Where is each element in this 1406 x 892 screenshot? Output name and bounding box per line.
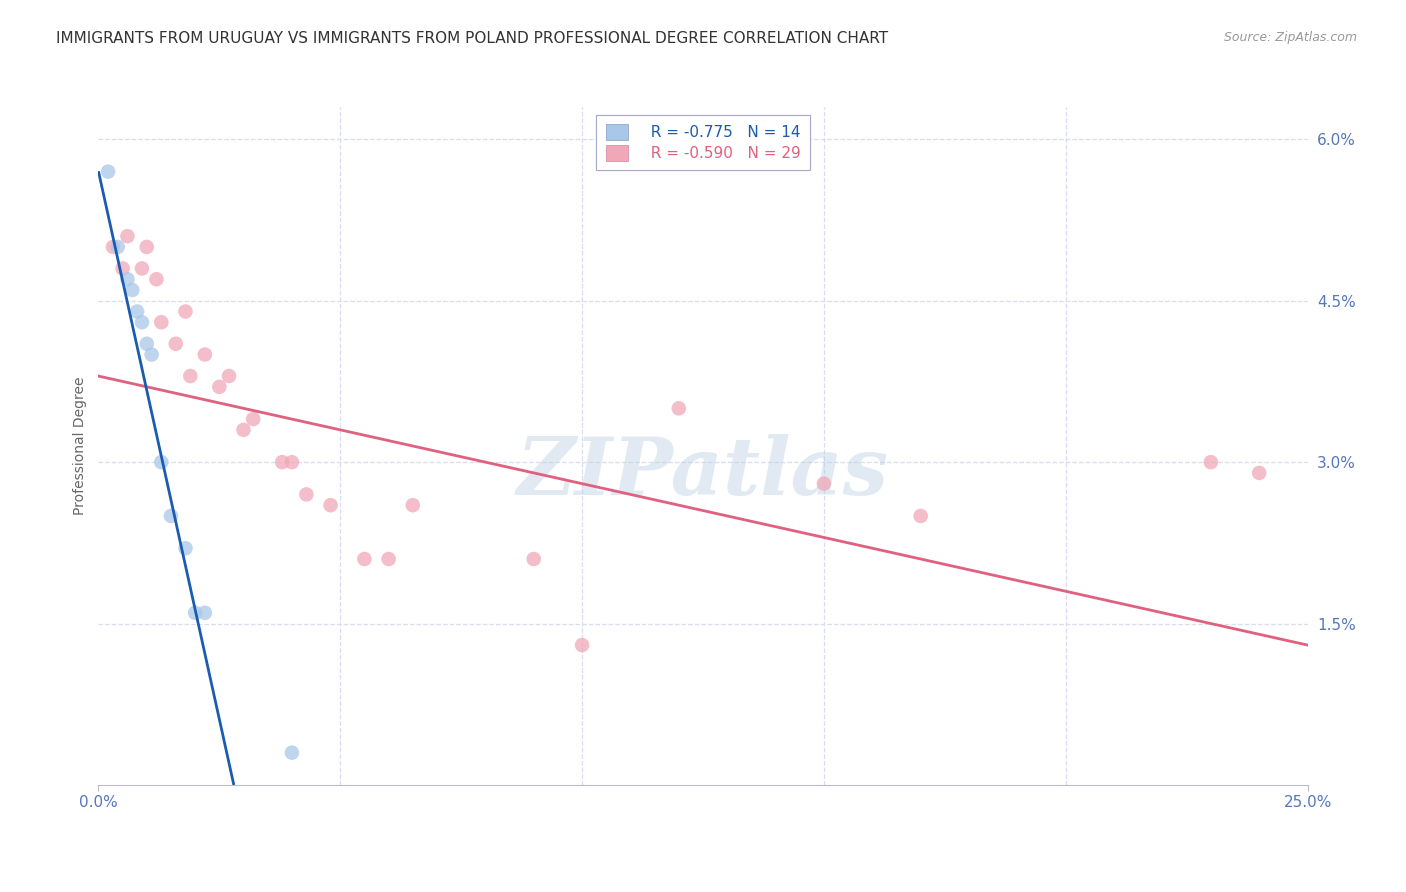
Point bbox=[319, 498, 342, 512]
Point bbox=[353, 552, 375, 566]
Y-axis label: Professional Degree: Professional Degree bbox=[73, 376, 87, 516]
Point bbox=[150, 315, 173, 329]
Point bbox=[194, 606, 217, 620]
Text: IMMIGRANTS FROM URUGUAY VS IMMIGRANTS FROM POLAND PROFESSIONAL DEGREE CORRELATIO: IMMIGRANTS FROM URUGUAY VS IMMIGRANTS FR… bbox=[56, 31, 889, 46]
Point bbox=[127, 304, 149, 318]
Point bbox=[150, 455, 173, 469]
Point bbox=[402, 498, 425, 512]
Point bbox=[295, 487, 318, 501]
Point bbox=[218, 369, 240, 384]
Point bbox=[135, 240, 157, 254]
Text: Source: ZipAtlas.com: Source: ZipAtlas.com bbox=[1223, 31, 1357, 45]
Point bbox=[165, 336, 187, 351]
Point bbox=[813, 476, 835, 491]
Point bbox=[1199, 455, 1222, 469]
Point bbox=[271, 455, 294, 469]
Point bbox=[184, 606, 207, 620]
Point bbox=[111, 261, 134, 276]
Point bbox=[121, 283, 143, 297]
Point bbox=[135, 336, 157, 351]
Point bbox=[523, 552, 546, 566]
Point bbox=[232, 423, 254, 437]
Point bbox=[131, 315, 153, 329]
Point bbox=[208, 380, 231, 394]
Point bbox=[141, 347, 163, 361]
Point bbox=[571, 638, 593, 652]
Point bbox=[668, 401, 690, 416]
Point bbox=[194, 347, 217, 361]
Point bbox=[117, 229, 139, 244]
Point bbox=[174, 541, 197, 556]
Point bbox=[131, 261, 153, 276]
Point bbox=[117, 272, 139, 286]
Point bbox=[242, 412, 264, 426]
Point bbox=[174, 304, 197, 318]
Legend:   R = -0.775   N = 14,   R = -0.590   N = 29: R = -0.775 N = 14, R = -0.590 N = 29 bbox=[596, 115, 810, 170]
Point bbox=[101, 240, 124, 254]
Point bbox=[160, 508, 183, 523]
Point bbox=[179, 369, 201, 384]
Point bbox=[281, 455, 304, 469]
Point bbox=[377, 552, 399, 566]
Point bbox=[97, 164, 120, 178]
Text: ZIPatlas: ZIPatlas bbox=[517, 434, 889, 512]
Point bbox=[145, 272, 167, 286]
Point bbox=[910, 508, 932, 523]
Point bbox=[1249, 466, 1271, 480]
Point bbox=[107, 240, 129, 254]
Point bbox=[281, 746, 304, 760]
